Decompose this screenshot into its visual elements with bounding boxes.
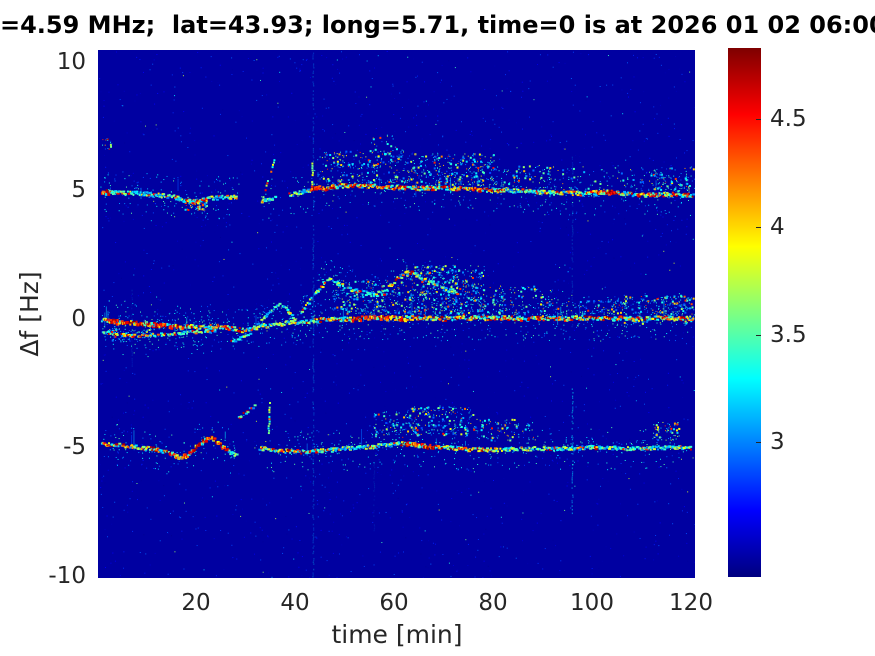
y-tick-label: 10 (56, 49, 86, 75)
y-axis-label: Δf [Hz] (15, 271, 44, 357)
figure-title: =4.59 MHz; lat=43.93; long=5.71, time=0 … (0, 11, 875, 39)
colorbar-tick-label: 3.5 (770, 322, 807, 348)
x-tick-label: 120 (669, 590, 713, 616)
colorbar-tick-label: 4.5 (770, 106, 807, 132)
x-axis-label: time [min] (331, 620, 463, 649)
y-tick-label: 0 (71, 306, 86, 332)
colorbar-tick-label: 3 (770, 429, 785, 455)
colorbar-tick-label: 4 (770, 214, 785, 240)
spectrogram-plot-canvas (98, 50, 695, 578)
y-tick-label: 5 (71, 177, 86, 203)
colorbar-canvas (728, 48, 761, 577)
x-tick-label: 80 (478, 590, 508, 616)
y-tick-label: -10 (48, 563, 86, 589)
x-tick-label: 40 (280, 590, 310, 616)
x-tick-label: 20 (181, 590, 211, 616)
y-tick-label: -5 (63, 434, 86, 460)
x-tick-label: 60 (379, 590, 409, 616)
x-tick-label: 100 (570, 590, 614, 616)
